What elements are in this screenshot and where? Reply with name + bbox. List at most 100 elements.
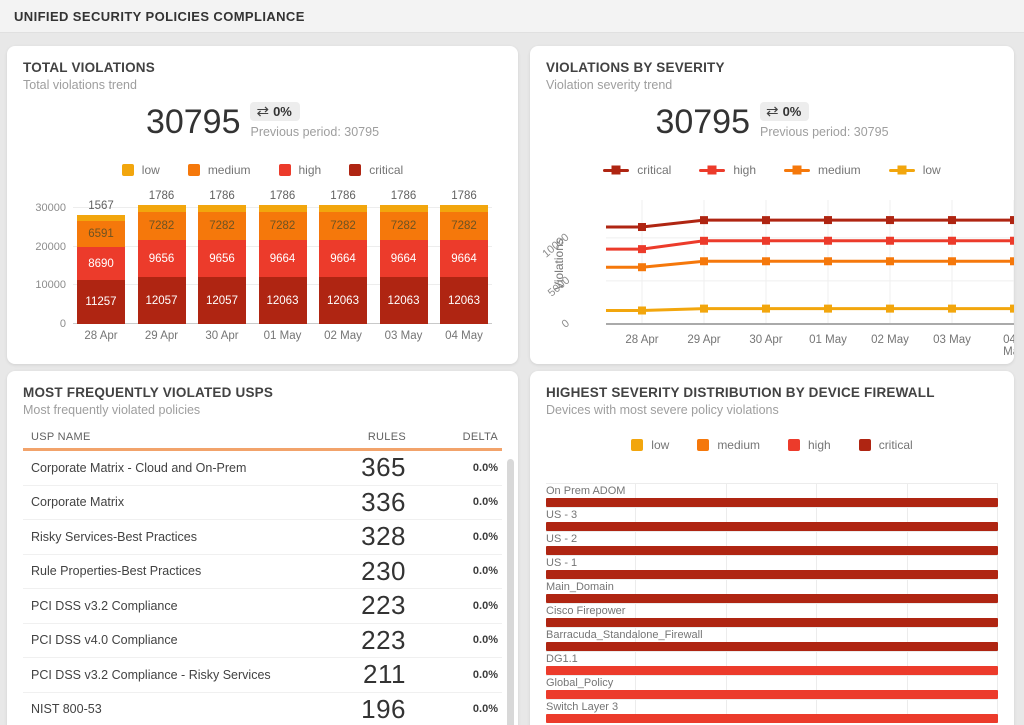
bar-segment-low[interactable] — [137, 204, 186, 212]
data-point-high[interactable] — [824, 236, 832, 245]
device-bar-critical[interactable] — [546, 546, 998, 555]
data-point-high[interactable] — [886, 236, 894, 245]
data-point-medium[interactable] — [824, 257, 832, 266]
device-bar-critical[interactable] — [546, 498, 998, 507]
bar-segment-low[interactable] — [319, 204, 367, 212]
bar-segment-medium[interactable]: 7282 — [319, 211, 367, 240]
device-bar-high[interactable] — [546, 690, 998, 699]
legend-item-low[interactable]: low — [631, 438, 669, 452]
device-bar-high[interactable] — [546, 714, 998, 723]
data-point-medium[interactable] — [948, 257, 956, 266]
bar-segment-critical[interactable]: 12063 — [258, 277, 307, 324]
data-point-medium[interactable] — [762, 257, 770, 266]
device-bar-critical[interactable] — [546, 594, 998, 603]
table-row[interactable]: Corporate Matrix - Cloud and On-Prem 365 0… — [23, 451, 502, 486]
device-bar-critical[interactable] — [546, 618, 998, 627]
table-row[interactable]: PCI DSS v4.0 Compliance 223 0.0% — [23, 624, 502, 658]
data-point-medium[interactable] — [886, 257, 894, 266]
data-point-critical[interactable] — [886, 216, 894, 225]
bar-segment-medium[interactable]: 7282 — [440, 211, 488, 240]
data-point-high[interactable] — [948, 236, 956, 245]
bar-segment-critical[interactable]: 11257 — [77, 280, 125, 324]
bar-segment-high[interactable]: 9664 — [440, 239, 488, 278]
data-point-critical[interactable] — [638, 223, 646, 232]
stacked-bar-01-may[interactable]: 1786 7282 9664 12063 — [258, 190, 307, 324]
legend-item-medium[interactable]: medium — [784, 163, 861, 177]
bar-segment-critical[interactable]: 12057 — [137, 277, 186, 324]
bar-segment-high[interactable]: 9664 — [379, 239, 428, 278]
legend-item-medium[interactable]: medium — [697, 438, 760, 452]
device-bar-critical[interactable] — [546, 642, 998, 651]
data-point-low[interactable] — [948, 304, 956, 313]
bar-segment-critical[interactable]: 12063 — [440, 277, 488, 324]
legend-item-high[interactable]: high — [278, 163, 321, 177]
table-row[interactable]: Risky Services-Best Practices 328 0.0% — [23, 520, 502, 555]
data-point-low[interactable] — [886, 304, 894, 313]
series-line-critical[interactable] — [606, 218, 1014, 229]
bar-segment-critical[interactable]: 12063 — [379, 277, 428, 324]
stacked-bar-02-may[interactable]: 1786 7282 9664 12063 — [319, 190, 367, 324]
stacked-bar-03-may[interactable]: 1786 7282 9664 12063 — [379, 190, 428, 324]
bar-segment-low[interactable] — [77, 215, 125, 222]
table-row[interactable]: PCI DSS v3.2 Compliance - Risky Services… — [23, 658, 502, 693]
data-point-high[interactable] — [638, 245, 646, 254]
table-scrollbar[interactable] — [507, 459, 514, 725]
bar-segment-high[interactable]: 9664 — [258, 239, 307, 278]
device-bar-critical[interactable] — [546, 522, 998, 531]
stacked-bar-04-may[interactable]: 1786 7282 9664 12063 — [440, 190, 488, 324]
legend-item-high[interactable]: high — [788, 438, 831, 452]
bar-segment-low[interactable] — [440, 204, 488, 212]
legend-item-critical[interactable]: critical — [603, 163, 671, 177]
data-point-low[interactable] — [700, 304, 708, 313]
legend-item-medium[interactable]: medium — [187, 163, 251, 177]
bar-segment-critical[interactable]: 12063 — [319, 277, 367, 324]
data-point-critical[interactable] — [762, 216, 770, 225]
column-header-delta[interactable]: DELTA — [462, 430, 498, 443]
data-point-critical[interactable] — [700, 216, 708, 225]
table-row[interactable]: NIST 800-53 196 0.0% — [23, 693, 502, 725]
data-point-medium[interactable] — [700, 257, 708, 266]
bar-segment-high[interactable]: 8690 — [77, 246, 125, 281]
table-row[interactable]: Rule Properties-Best Practices 230 0.0% — [23, 555, 502, 589]
data-point-medium[interactable] — [638, 263, 646, 272]
column-header-rules[interactable]: RULES — [367, 430, 406, 443]
data-point-high[interactable] — [700, 236, 708, 245]
data-point-high[interactable] — [1010, 236, 1014, 245]
bar-segment-low[interactable] — [258, 204, 307, 212]
bar-segment-low[interactable] — [379, 204, 428, 212]
bar-segment-high[interactable]: 9656 — [137, 239, 186, 278]
data-point-medium[interactable] — [1010, 257, 1014, 266]
data-point-critical[interactable] — [1010, 216, 1014, 225]
column-header-usp-name[interactable]: USP NAME — [31, 430, 91, 443]
bar-segment-medium[interactable]: 7282 — [198, 211, 246, 240]
bar-segment-medium[interactable]: 6591 — [77, 221, 125, 247]
table-row[interactable]: Corporate Matrix 336 0.0% — [23, 486, 502, 520]
legend-item-critical[interactable]: critical — [858, 438, 913, 452]
bar-segment-critical[interactable]: 12057 — [198, 277, 246, 324]
bar-segment-medium[interactable]: 7282 — [258, 211, 307, 240]
legend-item-critical[interactable]: critical — [349, 163, 403, 177]
data-point-low[interactable] — [638, 306, 646, 315]
bar-segment-medium[interactable]: 7282 — [137, 211, 186, 240]
stacked-bar-28-apr[interactable]: 1567 6591 8690 11257 — [77, 200, 125, 324]
data-point-critical[interactable] — [824, 216, 832, 225]
series-line-high[interactable] — [606, 239, 1014, 251]
data-point-high[interactable] — [762, 236, 770, 245]
data-point-low[interactable] — [824, 304, 832, 313]
table-row[interactable]: PCI DSS v3.2 Compliance 223 0.0% — [23, 589, 502, 624]
legend-item-high[interactable]: high — [699, 163, 756, 177]
series-line-low[interactable] — [606, 307, 1014, 312]
bar-segment-low[interactable] — [198, 204, 246, 212]
legend-item-low[interactable]: low — [121, 163, 160, 177]
bar-segment-high[interactable]: 9664 — [319, 239, 367, 278]
data-point-low[interactable] — [1010, 304, 1014, 313]
series-line-medium[interactable] — [606, 259, 1014, 269]
stacked-bar-30-apr[interactable]: 1786 7282 9656 12057 — [198, 190, 246, 324]
device-bar-critical[interactable] — [546, 570, 998, 579]
device-bar-high[interactable] — [546, 666, 998, 675]
legend-item-low[interactable]: low — [888, 163, 941, 177]
bar-segment-high[interactable]: 9656 — [198, 239, 246, 278]
stacked-bar-29-apr[interactable]: 1786 7282 9656 12057 — [137, 190, 186, 324]
data-point-low[interactable] — [762, 304, 770, 313]
bar-segment-medium[interactable]: 7282 — [379, 211, 428, 240]
